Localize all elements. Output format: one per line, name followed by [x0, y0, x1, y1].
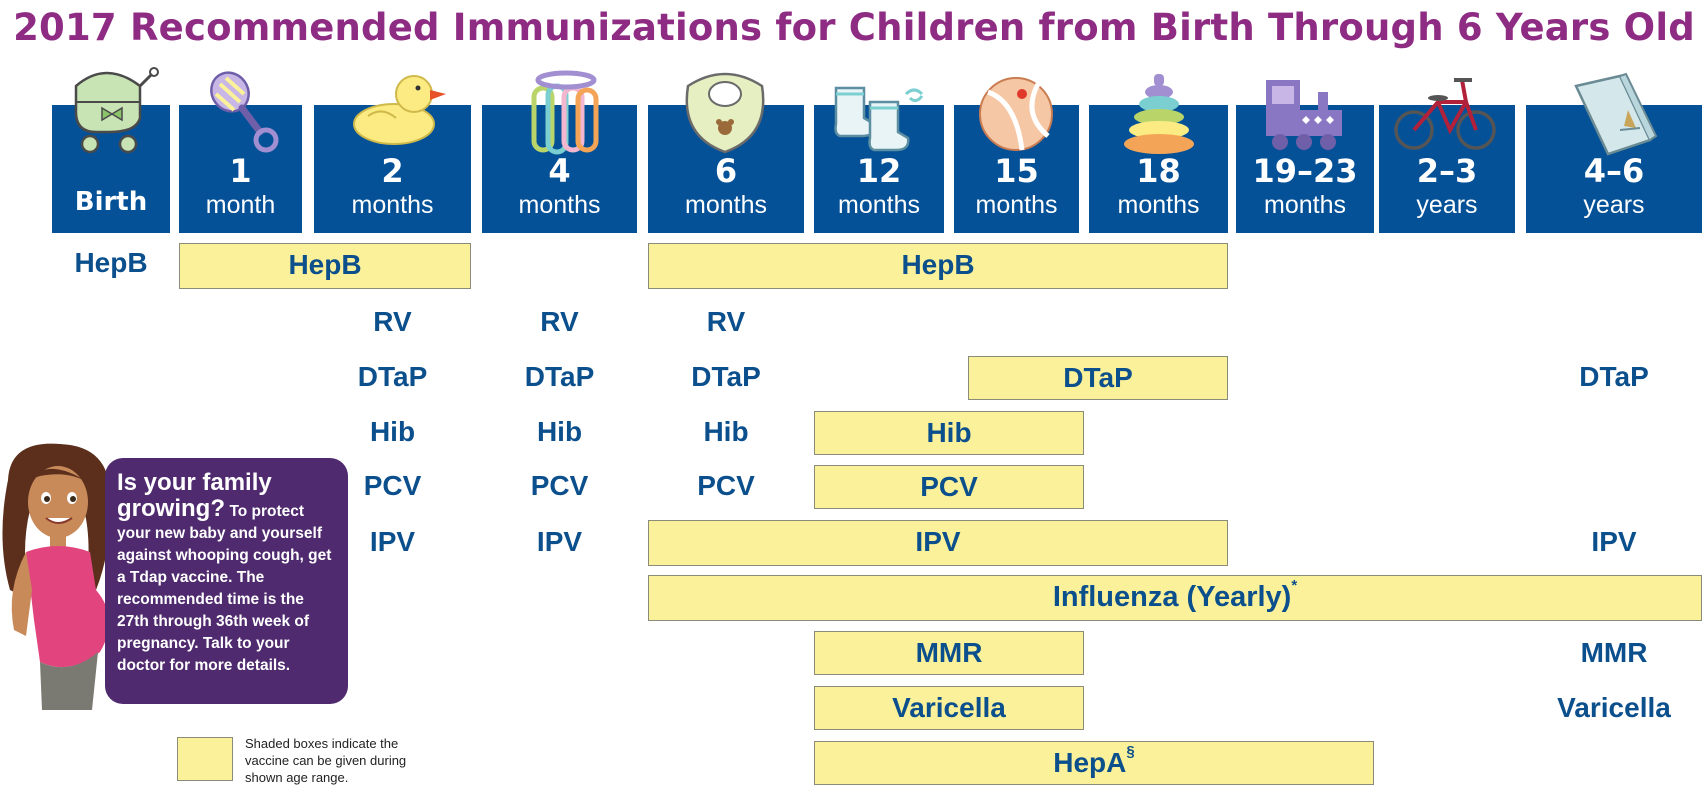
vaccine-dtap-4-6-years: DTaP [1579, 361, 1649, 392]
baby-booties-icon [834, 86, 924, 152]
age-header-1-month: 1 month [179, 105, 302, 233]
age-header-unit: months [685, 191, 767, 219]
age-header-number: 4 [548, 152, 571, 190]
vaccine-hepb-range-1-2-months: HepB [179, 243, 471, 289]
rubber-duck-icon [353, 75, 446, 145]
callout-body: To protect your new baby and yourself ag… [117, 503, 332, 674]
legend-shaded-swatch [177, 737, 233, 781]
age-header-18-months: 18 months [1089, 105, 1228, 233]
vaccine-mmr-range-12-15-months: MMR [814, 631, 1084, 675]
vaccine-dtap-range-15-18-months: DTaP [968, 356, 1228, 400]
beach-ball-icon [979, 77, 1053, 151]
book-icon [1574, 72, 1658, 156]
age-header-number: 6 [714, 152, 738, 190]
vaccine-dtap-4-months: DTaP [524, 361, 595, 392]
vaccine-hib-4-months: Hib [536, 416, 583, 447]
vaccine-rv-6-months: RV [706, 306, 746, 337]
vaccine-ipv-range-6-18-months: IPV [648, 520, 1228, 566]
age-header-number: 2 [381, 152, 404, 190]
stacking-rings-icon [1124, 74, 1194, 154]
age-header-unit: months [1264, 191, 1346, 219]
vaccine-hib-range-12-15-months: Hib [814, 411, 1084, 455]
toy-train-icon [1266, 80, 1342, 150]
callout-heading: Is your family growing? [117, 469, 272, 522]
age-header-label: Birth [74, 187, 148, 217]
age-header-number: 4–6 [1583, 152, 1645, 190]
vaccine-dtap-6-months: DTaP [691, 361, 761, 392]
vaccine-pcv-6-months: PCV [697, 470, 755, 501]
age-header-number: 18 [1136, 152, 1181, 190]
vaccine-influenza-label: Influenza (Yearly) [1052, 581, 1292, 613]
influenza-footnote-mark: * [1291, 577, 1298, 594]
age-header-number: 1 [229, 152, 252, 190]
age-header-unit: years [1583, 191, 1645, 219]
age-header-unit: months [975, 191, 1058, 219]
age-header-unit: months [351, 191, 434, 219]
bib-icon [685, 72, 765, 154]
vaccine-rv-4-months: RV [540, 306, 579, 337]
vaccine-varicella-4-6-years: Varicella [1557, 692, 1671, 723]
vaccine-influenza-range-6-months-6-years: Influenza (Yearly)* [648, 575, 1702, 621]
vaccine-pcv-range-12-15-months: PCV [814, 465, 1084, 509]
teething-rings-icon [531, 70, 599, 155]
legend-text: Shaded boxes indicate the vaccine can be… [245, 736, 407, 785]
age-header-unit: months [838, 191, 920, 219]
age-header-number: 2–3 [1416, 152, 1478, 190]
baby-carriage-icon [74, 67, 159, 154]
age-header-unit: months [1117, 191, 1200, 219]
vaccine-hib-6-months: Hib [703, 416, 749, 447]
age-header-unit: months [518, 191, 601, 219]
vaccine-ipv-4-6-years: IPV [1591, 526, 1637, 557]
vaccine-mmr-4-6-years: MMR [1580, 637, 1648, 668]
tricycle-icon [1394, 78, 1496, 150]
page-title: 2017 Recommended Immunizations for Child… [13, 6, 1695, 49]
vaccine-hib-2-months: Hib [369, 416, 416, 447]
age-header-number: 19–23 [1252, 152, 1358, 190]
age-header-number: 12 [856, 152, 902, 190]
vaccine-pcv-2-months: PCV [363, 470, 422, 501]
age-header-unit: years [1416, 191, 1478, 219]
vaccine-ipv-4-months: IPV [536, 526, 583, 557]
vaccine-hepa-range-12-23-months: HepA§ [814, 741, 1374, 785]
vaccine-varicella-range-12-15-months: Varicella [814, 686, 1084, 730]
age-header-4-months: 4 months [482, 105, 637, 233]
vaccine-pcv-4-months: PCV [530, 470, 589, 501]
rattle-icon [210, 71, 279, 153]
vaccine-hepb-birth: HepB [74, 247, 148, 278]
pregnant-woman-illustration [2, 443, 111, 710]
vaccine-ipv-2-months: IPV [369, 526, 416, 557]
vaccine-dtap-2-months: DTaP [357, 361, 428, 392]
hepa-footnote-mark: § [1126, 743, 1135, 760]
vaccine-hepa-label: HepA [1053, 747, 1127, 778]
age-header-number: 15 [994, 152, 1039, 190]
age-header-unit: month [205, 191, 276, 219]
pregnancy-tdap-callout: Is your family growing? To protect your … [105, 458, 348, 704]
vaccine-rv-2-months: RV [373, 306, 412, 337]
vaccine-hepb-range-6-18-months: HepB [648, 243, 1228, 289]
